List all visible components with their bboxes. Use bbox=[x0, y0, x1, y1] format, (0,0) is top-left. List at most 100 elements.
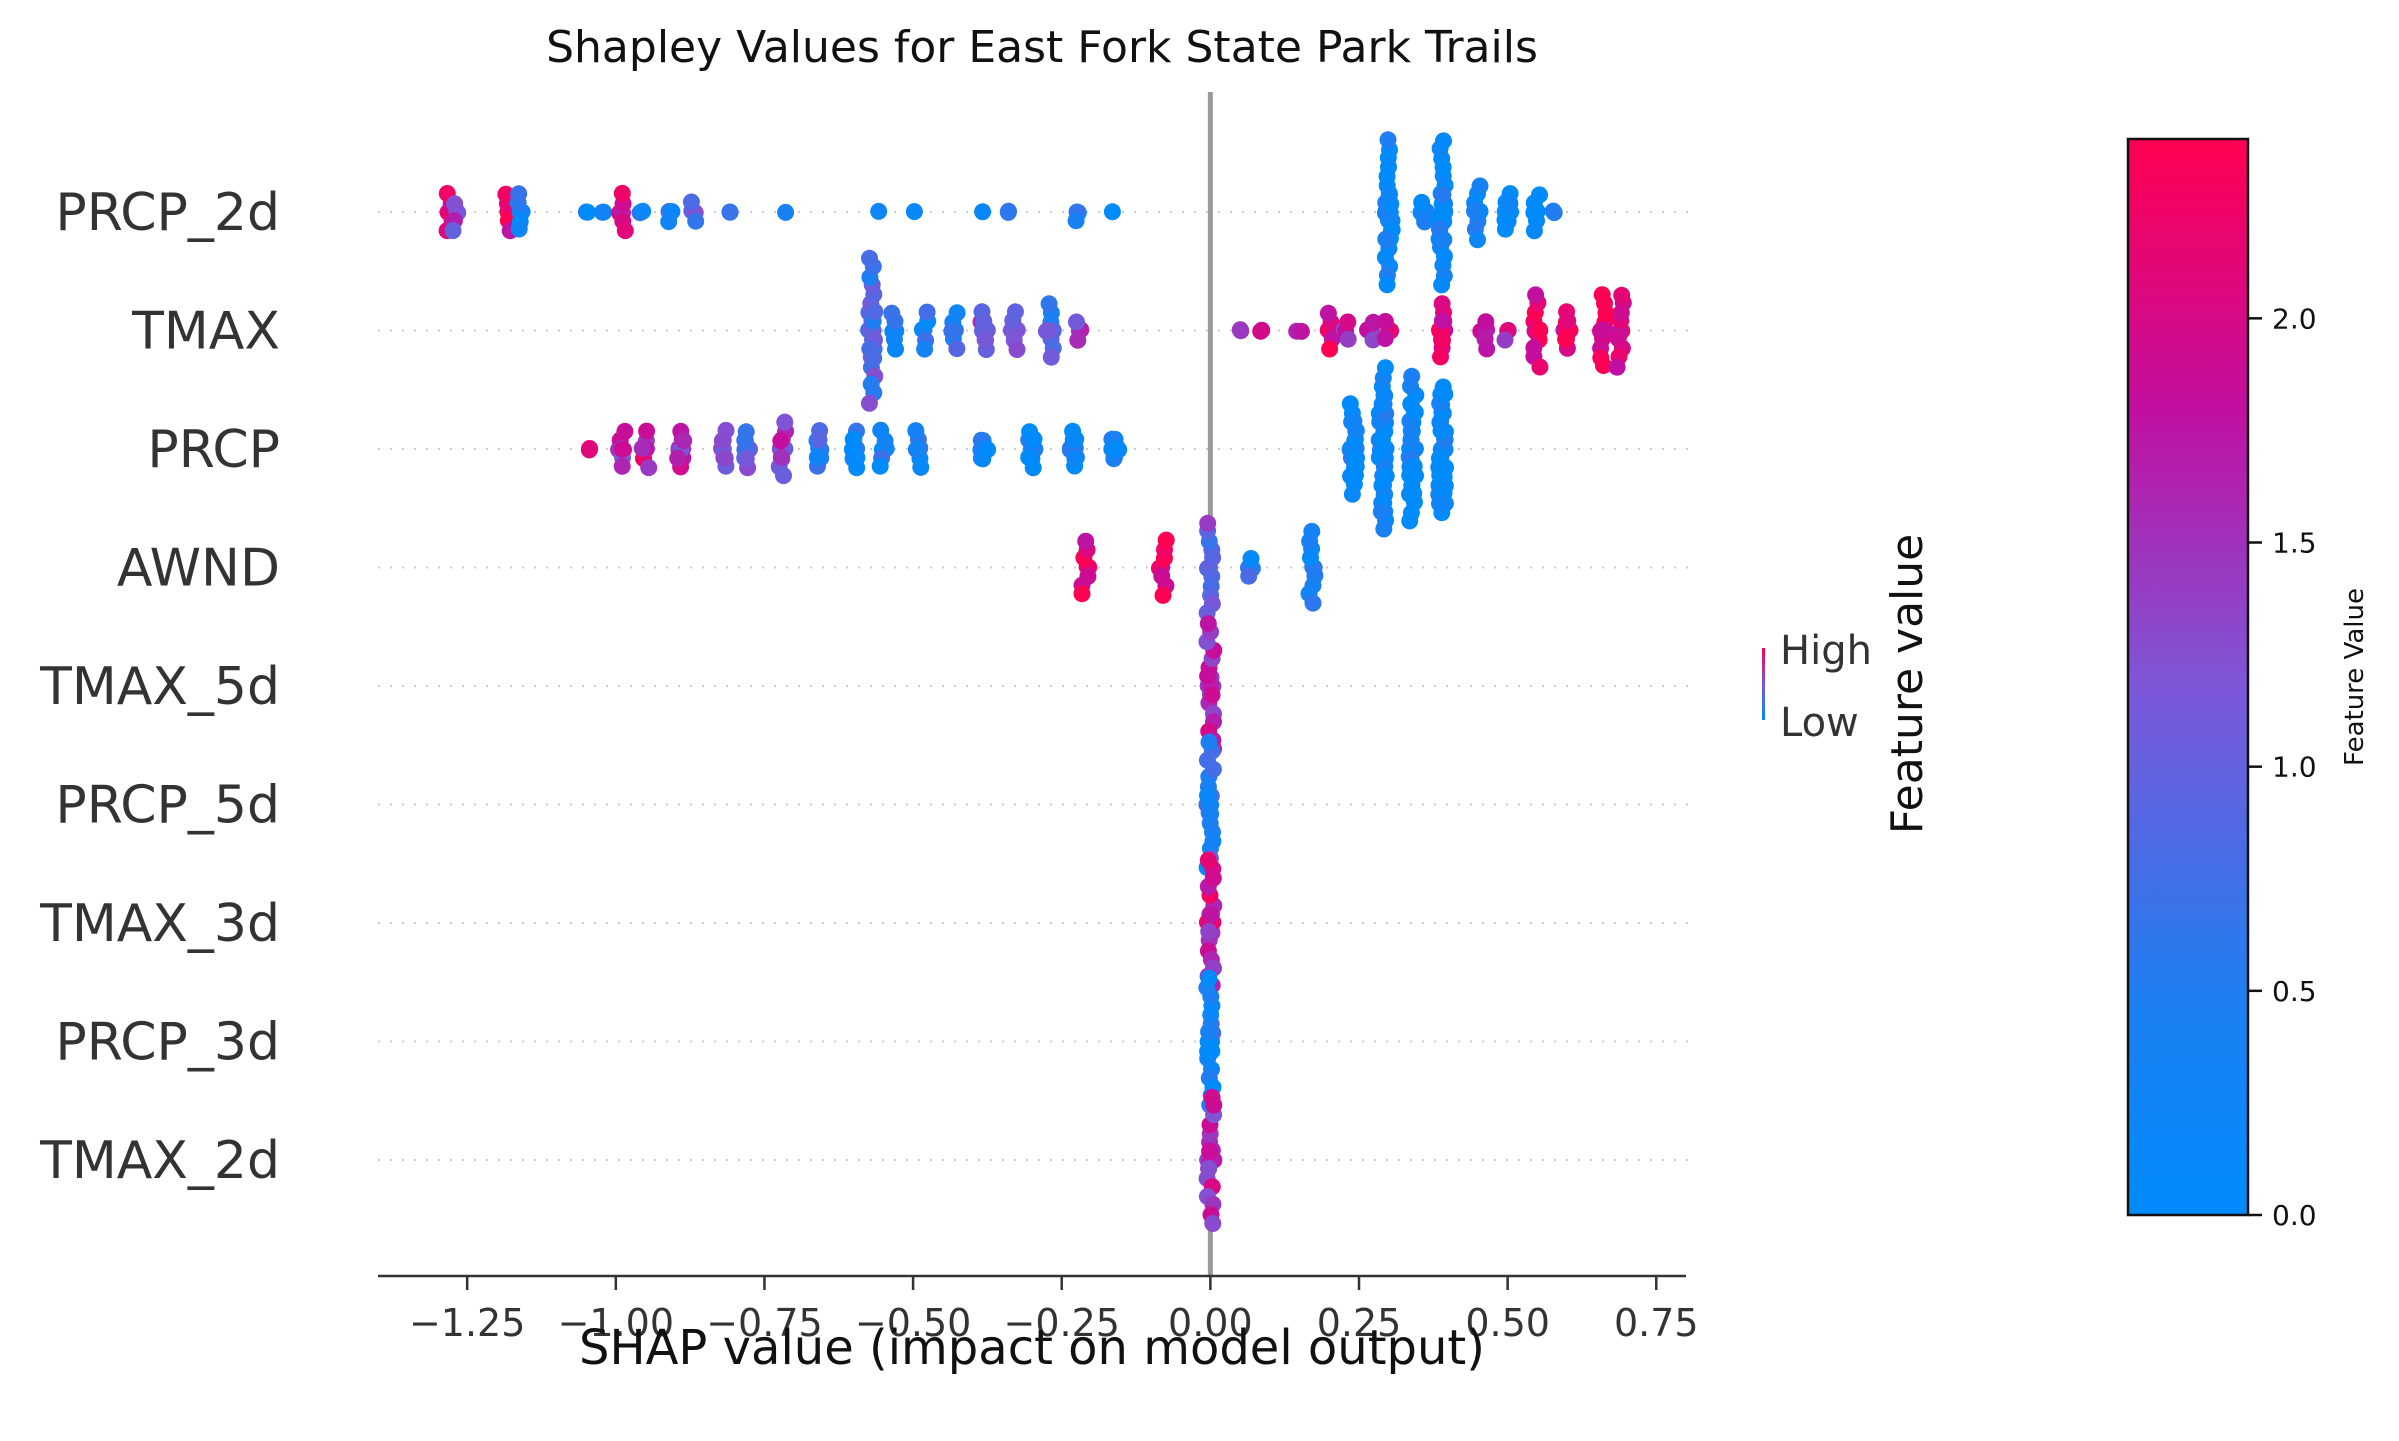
shap-point bbox=[675, 432, 693, 450]
shap-point bbox=[579, 203, 596, 221]
shap-point bbox=[1433, 312, 1451, 330]
shap-point bbox=[616, 422, 634, 440]
shap-point bbox=[975, 312, 993, 330]
shap-point bbox=[1203, 686, 1221, 704]
shap-point bbox=[1042, 348, 1060, 366]
shap-point bbox=[580, 441, 598, 459]
shap-point bbox=[1608, 358, 1626, 376]
shap-point bbox=[721, 203, 739, 221]
shap-point bbox=[1525, 222, 1543, 240]
shap-point bbox=[510, 185, 528, 203]
shap-point bbox=[1436, 385, 1454, 403]
colorbar-label: Feature Value bbox=[2340, 588, 2370, 766]
shap-point bbox=[510, 220, 528, 238]
shap-point bbox=[776, 413, 794, 431]
shap-point bbox=[1073, 585, 1091, 603]
shap-point bbox=[638, 422, 656, 440]
shap-point bbox=[1343, 485, 1361, 503]
legend-high-label: High bbox=[1780, 628, 1872, 674]
shap-point bbox=[1200, 733, 1218, 751]
shap-point bbox=[634, 202, 652, 220]
shap-point bbox=[866, 303, 884, 321]
shap-point bbox=[713, 432, 731, 450]
shap-point bbox=[1402, 396, 1420, 414]
shap-point bbox=[1405, 484, 1423, 502]
shap-point bbox=[908, 439, 926, 457]
shap-point bbox=[1106, 441, 1124, 459]
shap-point bbox=[1339, 313, 1357, 331]
shap-point bbox=[1375, 386, 1393, 404]
shap-point bbox=[1202, 905, 1220, 923]
colorbar-gradient bbox=[2126, 137, 2250, 1217]
shap-point bbox=[870, 202, 888, 220]
shap-point bbox=[660, 213, 678, 231]
shap-point bbox=[1471, 177, 1489, 195]
shap-point bbox=[871, 457, 889, 475]
shap-point bbox=[1434, 186, 1452, 204]
shap-point bbox=[943, 322, 961, 340]
shap-point bbox=[1431, 495, 1448, 513]
shap-point bbox=[1596, 321, 1614, 339]
feature-label: PRCP_2d bbox=[55, 183, 280, 243]
shap-point bbox=[1401, 512, 1419, 530]
legend-low-label: Low bbox=[1780, 700, 1859, 746]
shap-point bbox=[1077, 532, 1095, 550]
shap-point bbox=[1345, 412, 1363, 430]
shap-point bbox=[1477, 313, 1495, 331]
shap-point bbox=[1069, 331, 1087, 349]
colorbar-tick-label: 0.5 bbox=[2272, 975, 2317, 1008]
x-tick-label: 0.50 bbox=[1465, 1301, 1550, 1345]
shap-point bbox=[616, 222, 634, 240]
shap-point bbox=[1339, 330, 1357, 348]
shap-point bbox=[1321, 340, 1339, 358]
shap-point bbox=[1200, 922, 1218, 940]
shap-point bbox=[999, 203, 1017, 221]
shap-point bbox=[1068, 313, 1085, 331]
shap-point bbox=[1020, 448, 1038, 466]
shap-point bbox=[687, 212, 705, 230]
shap-point bbox=[905, 203, 923, 221]
feature-label: TMAX_3d bbox=[39, 894, 280, 954]
shap-point bbox=[1594, 357, 1612, 374]
shap-point bbox=[1613, 286, 1631, 304]
shap-point bbox=[976, 331, 994, 349]
shap-point bbox=[1376, 313, 1394, 330]
colorbar-tick-label: 2.0 bbox=[2272, 302, 2317, 335]
shap-point bbox=[1501, 194, 1519, 212]
shap-point bbox=[1231, 321, 1249, 339]
shap-point bbox=[1496, 331, 1514, 349]
shap-point bbox=[1531, 358, 1549, 376]
feature-label: TMAX bbox=[131, 302, 280, 362]
shap-point bbox=[1038, 322, 1056, 339]
shap-point bbox=[1067, 212, 1085, 230]
shap-point bbox=[1040, 295, 1058, 313]
shap-point bbox=[1199, 787, 1216, 804]
shap-point bbox=[1199, 1042, 1217, 1060]
shap-point bbox=[948, 304, 966, 322]
shap-point bbox=[1557, 330, 1575, 348]
shap-point bbox=[1204, 1215, 1222, 1232]
shap-point bbox=[1531, 321, 1548, 339]
shap-point bbox=[1064, 431, 1082, 449]
shap-point bbox=[775, 467, 792, 485]
shap-point bbox=[1372, 503, 1390, 521]
shap-point bbox=[810, 431, 828, 449]
shap-point bbox=[669, 449, 687, 467]
shap-point bbox=[1242, 550, 1260, 567]
shap-point bbox=[682, 193, 700, 211]
shap-point bbox=[1380, 186, 1398, 204]
colorbar-tick-label: 1.0 bbox=[2272, 751, 2317, 784]
shap-point bbox=[808, 448, 826, 466]
shap-point bbox=[1201, 1142, 1219, 1160]
shap-point bbox=[1200, 969, 1218, 987]
shap-point bbox=[1199, 667, 1217, 685]
shap-point bbox=[916, 340, 934, 358]
shap-point bbox=[1469, 231, 1486, 249]
shap-point bbox=[948, 340, 966, 358]
shap-point bbox=[912, 458, 930, 476]
shap-point bbox=[1103, 203, 1121, 221]
shap-point bbox=[1376, 359, 1394, 377]
shap-point bbox=[1435, 231, 1453, 249]
